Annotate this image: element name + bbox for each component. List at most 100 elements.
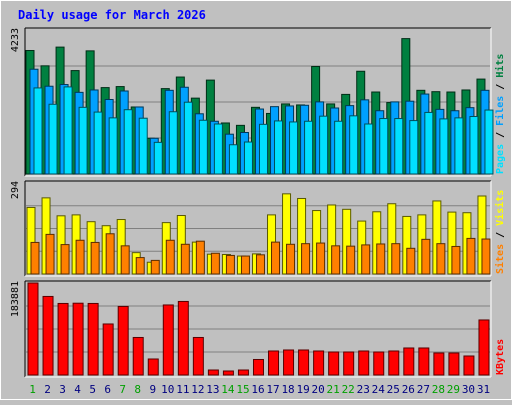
bar-pages-day-18 — [289, 121, 299, 175]
bar-kbytes-day-27 — [418, 347, 430, 376]
day-label-1: 1 — [29, 383, 36, 396]
day-label-23: 23 — [357, 383, 370, 396]
bar-kbytes-day-31 — [478, 319, 490, 376]
bar-pages-day-15 — [243, 141, 253, 175]
bar-kbytes-day-8 — [132, 336, 144, 376]
bar-kbytes-day-17 — [268, 350, 280, 376]
bar-kbytes-day-14 — [222, 370, 234, 376]
bar-pages-day-2 — [48, 103, 58, 175]
bar-pages-day-9 — [153, 141, 163, 175]
axis-label-kbytes: KBytes — [495, 339, 506, 375]
bar-sites-day-28 — [436, 243, 446, 275]
bar-pages-day-8 — [138, 117, 148, 175]
bar-pages-day-1 — [33, 87, 43, 175]
bar-kbytes-day-12 — [192, 336, 204, 376]
bar-pages-day-14 — [228, 144, 238, 175]
axis-label-pages: Pages — [495, 144, 506, 174]
day-labels: 1 2 3 4 5 6 7 8 9 10 11 12 13 14 15 16 17 18 19 20 21 22 23 24 2… — [29, 383, 490, 396]
bar-pages-day-13 — [213, 123, 223, 175]
bar-kbytes-day-26 — [403, 347, 415, 376]
bar-sites-day-14 — [225, 254, 235, 275]
axis-label-visits: Visits — [494, 190, 506, 226]
bar-kbytes-day-24 — [373, 351, 385, 376]
day-label-6: 6 — [104, 383, 111, 396]
bar-sites-day-31 — [481, 238, 491, 275]
day-label-4: 4 — [74, 383, 81, 396]
bar-sites-day-19 — [301, 243, 311, 275]
bar-sites-day-17 — [271, 241, 281, 275]
day-label-5: 5 — [89, 383, 96, 396]
bar-kbytes-day-13 — [207, 369, 219, 376]
axis-label-hits: Hits — [494, 54, 506, 78]
bar-sites-day-23 — [361, 244, 371, 275]
day-label-14: 14 — [221, 383, 235, 396]
bar-kbytes-day-3 — [57, 302, 69, 376]
bar-kbytes-day-30 — [463, 355, 475, 376]
bar-kbytes-day-22 — [343, 351, 355, 376]
day-label-10: 10 — [161, 383, 174, 396]
bar-pages-day-12 — [198, 119, 208, 175]
bar-kbytes-day-4 — [72, 302, 84, 376]
bar-sites-day-13 — [210, 252, 220, 275]
bar-sites-day-8 — [135, 257, 145, 275]
bar-kbytes-day-18 — [283, 349, 295, 376]
bar-sites-day-29 — [451, 245, 461, 275]
chart-title: Daily usage for March 2026 — [18, 8, 206, 22]
day-label-22: 22 — [342, 383, 355, 396]
bar-sites-day-21 — [331, 245, 341, 275]
bar-pages-day-22 — [349, 115, 359, 175]
bar-pages-day-26 — [409, 120, 419, 175]
day-label-17: 17 — [266, 383, 279, 396]
bar-sites-day-7 — [120, 245, 130, 275]
bar-sites-day-9 — [150, 259, 160, 275]
bar-pages-day-7 — [123, 109, 133, 175]
bar-sites-day-22 — [346, 245, 356, 275]
bar-pages-day-23 — [364, 123, 374, 175]
panel-visits-sites: 294 Sites / Visits — [10, 180, 506, 277]
scale-label: 183881 — [10, 281, 21, 317]
axis-label-sites: Sites — [494, 244, 506, 274]
bar-sites-day-6 — [105, 233, 115, 275]
bar-pages-day-28 — [439, 118, 449, 175]
day-label-18: 18 — [281, 383, 294, 396]
day-label-13: 13 — [206, 383, 219, 396]
bar-kbytes-day-15 — [237, 369, 249, 376]
bar-sites-day-4 — [75, 239, 85, 275]
bar-pages-day-16 — [258, 123, 268, 175]
day-label-11: 11 — [176, 383, 189, 396]
bar-sites-day-24 — [376, 243, 386, 275]
bar-pages-day-20 — [319, 115, 329, 175]
bar-sites-day-5 — [90, 241, 100, 275]
bar-sites-day-27 — [421, 238, 431, 275]
bar-pages-day-10 — [168, 111, 178, 175]
day-label-19: 19 — [296, 383, 309, 396]
axis-label-visits-sites: Sites / Visits — [494, 190, 506, 274]
day-label-24: 24 — [372, 383, 386, 396]
bar-pages-day-21 — [334, 120, 344, 175]
bar-pages-day-17 — [274, 120, 284, 175]
bar-sites-day-1 — [30, 241, 40, 275]
day-label-21: 21 — [327, 383, 340, 396]
bar-kbytes-day-20 — [313, 350, 325, 376]
day-label-2: 2 — [44, 383, 51, 396]
bar-kbytes-day-6 — [102, 323, 114, 376]
bar-kbytes-day-21 — [328, 351, 340, 376]
axis-label-hits-files-pages: Pages / Files / Hits — [494, 54, 506, 174]
bar-sites-day-15 — [240, 255, 250, 275]
day-label-8: 8 — [134, 383, 141, 396]
bar-pages-day-19 — [304, 120, 314, 175]
day-label-7: 7 — [119, 383, 126, 396]
day-label-26: 26 — [402, 383, 415, 396]
axis-label-kbytes: KBytes — [495, 339, 506, 375]
bar-kbytes-day-16 — [252, 358, 264, 376]
bar-kbytes-day-25 — [388, 350, 400, 376]
panel-kbytes: 183881 KBytes — [10, 280, 506, 378]
bar-sites-day-16 — [255, 254, 265, 275]
bar-sites-day-30 — [466, 237, 476, 275]
bar-pages-day-27 — [424, 111, 434, 175]
bar-pages-day-30 — [469, 116, 479, 175]
series-sites — [30, 233, 491, 275]
bar-kbytes-day-23 — [358, 350, 370, 376]
day-label-30: 30 — [462, 383, 475, 396]
